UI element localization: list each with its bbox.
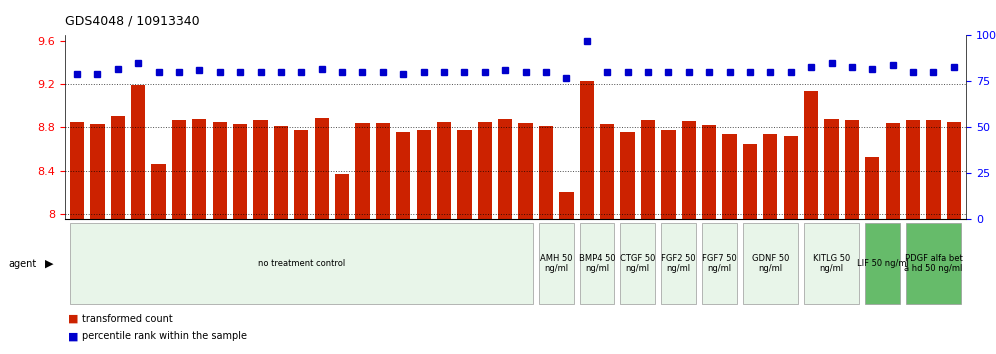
- Text: agent: agent: [8, 259, 36, 269]
- Bar: [845, 120, 860, 354]
- Bar: [926, 120, 940, 354]
- Text: FGF7 50
ng/ml: FGF7 50 ng/ml: [702, 254, 737, 273]
- Text: percentile rank within the sample: percentile rank within the sample: [82, 331, 247, 341]
- Bar: [192, 119, 206, 354]
- Bar: [151, 164, 165, 354]
- Bar: [478, 122, 492, 354]
- Bar: [396, 132, 410, 354]
- Bar: [212, 122, 227, 354]
- Text: PDGF alfa bet
a hd 50 ng/ml: PDGF alfa bet a hd 50 ng/ml: [904, 254, 963, 273]
- Bar: [621, 132, 634, 354]
- Bar: [539, 126, 553, 354]
- Bar: [171, 120, 186, 354]
- Bar: [91, 124, 105, 354]
- Text: BMP4 50
ng/ml: BMP4 50 ng/ml: [579, 254, 616, 273]
- Bar: [356, 123, 370, 354]
- Bar: [111, 115, 124, 354]
- Bar: [498, 119, 512, 354]
- Bar: [947, 122, 961, 354]
- Text: LIF 50 ng/ml: LIF 50 ng/ml: [857, 259, 908, 268]
- Text: AMH 50
ng/ml: AMH 50 ng/ml: [540, 254, 573, 273]
- Bar: [885, 123, 899, 354]
- Bar: [600, 124, 615, 354]
- Bar: [131, 85, 145, 354]
- Bar: [294, 130, 309, 354]
- Bar: [335, 174, 350, 354]
- Bar: [906, 120, 920, 354]
- Bar: [640, 120, 655, 354]
- Bar: [804, 91, 819, 354]
- Bar: [681, 121, 696, 354]
- Text: GDNF 50
ng/ml: GDNF 50 ng/ml: [752, 254, 789, 273]
- Bar: [580, 81, 594, 354]
- Bar: [702, 125, 716, 354]
- Bar: [784, 136, 798, 354]
- Bar: [560, 193, 574, 354]
- Bar: [437, 122, 451, 354]
- Text: GDS4048 / 10913340: GDS4048 / 10913340: [65, 14, 199, 27]
- Bar: [70, 122, 84, 354]
- Text: ■: ■: [68, 331, 79, 341]
- Text: no treatment control: no treatment control: [258, 259, 345, 268]
- Bar: [233, 124, 247, 354]
- Text: ▶: ▶: [45, 259, 54, 269]
- Bar: [743, 144, 757, 354]
- Bar: [457, 130, 471, 354]
- Bar: [375, 123, 390, 354]
- Bar: [866, 157, 879, 354]
- Text: CTGF 50
ng/ml: CTGF 50 ng/ml: [621, 254, 655, 273]
- Bar: [253, 120, 268, 354]
- Bar: [825, 119, 839, 354]
- Bar: [274, 126, 288, 354]
- Bar: [519, 123, 533, 354]
- Text: KITLG 50
ng/ml: KITLG 50 ng/ml: [813, 254, 851, 273]
- Bar: [661, 130, 675, 354]
- Text: transformed count: transformed count: [82, 314, 172, 324]
- Bar: [722, 134, 737, 354]
- Bar: [416, 130, 431, 354]
- Bar: [763, 134, 778, 354]
- Text: ■: ■: [68, 314, 79, 324]
- Text: FGF2 50
ng/ml: FGF2 50 ng/ml: [661, 254, 696, 273]
- Bar: [315, 118, 329, 354]
